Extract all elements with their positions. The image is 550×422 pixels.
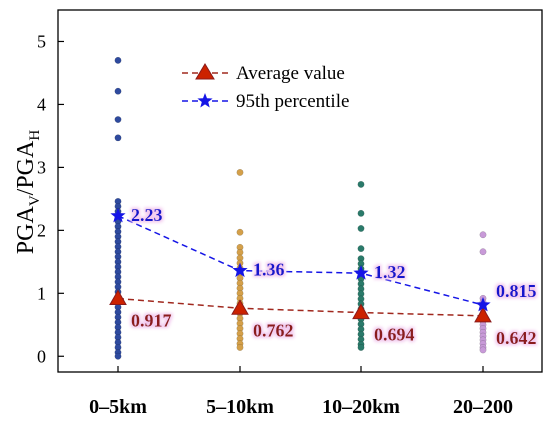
observation-point [357, 209, 365, 217]
y-axis-label-base: PGA [13, 206, 39, 255]
percentile-95-marker [110, 207, 126, 223]
average-value-label: 0.694 [374, 325, 415, 345]
average-value-line [117, 297, 484, 317]
percentile-95-label: 2.23 [131, 205, 163, 225]
observation-point [357, 180, 365, 188]
x-tick-label: 0–5km [89, 396, 147, 418]
legend-avg-triangle-icon [195, 63, 215, 80]
series-markers [109, 207, 492, 323]
average-value-marker [474, 306, 492, 323]
series-value-labels: 0.917 0.762 0.694 0.642 2.23 1.36 1.32 0.815 [131, 205, 537, 348]
x-tick-label: 20–200 [453, 396, 513, 418]
observation-point [114, 352, 122, 360]
percentile-95-marker [475, 296, 491, 312]
y-axis-label-separator: / [13, 188, 39, 195]
legend-avg-label: Average value [236, 63, 345, 84]
plot-frame [57, 9, 543, 373]
legend: Average value 95th percentile [182, 63, 349, 112]
x-tick-label: 10–20km [322, 396, 400, 418]
observation-point [114, 87, 122, 95]
percentile-95-line [117, 215, 484, 306]
y-tick-label: 2 [37, 220, 46, 240]
series-lines [117, 215, 484, 317]
observation-point [236, 228, 244, 236]
y-axis-label-sub-v: V [27, 195, 43, 206]
y-axis: 0 1 2 3 4 5 [37, 31, 64, 366]
percentile-95-marker [232, 262, 248, 278]
y-tick-label: 4 [37, 94, 46, 114]
observation-point [479, 231, 487, 239]
legend-p95-label: 95th percentile [236, 91, 349, 112]
average-value-marker [109, 289, 127, 306]
y-axis-label: PGAV/PGAH [13, 130, 43, 255]
observation-point [357, 225, 365, 232]
percentile-95-marker [353, 265, 369, 280]
average-value-label: 0.917 [131, 311, 172, 331]
percentile-95-label: 1.32 [374, 262, 406, 282]
percentile-95-label: 1.36 [253, 260, 285, 280]
observation-point [479, 248, 487, 256]
observation-point [357, 343, 365, 351]
y-axis-label-sub-h: H [27, 130, 43, 141]
observation-point [114, 56, 122, 64]
observation-point [114, 134, 122, 142]
y-tick-label: 3 [37, 157, 46, 177]
average-value-marker [231, 299, 249, 315]
y-tick-label: 0 [37, 346, 46, 366]
y-tick-label: 1 [37, 283, 46, 303]
observation-point [236, 343, 244, 351]
average-value-label: 0.762 [253, 320, 294, 340]
observation-point [479, 346, 487, 354]
average-value-label: 0.642 [496, 328, 537, 348]
y-axis-label-base2: PGA [13, 140, 39, 189]
y-tick-label: 5 [37, 31, 46, 51]
legend-p95-star-icon [197, 93, 213, 108]
average-value-marker [352, 303, 370, 320]
observation-point [357, 245, 365, 253]
x-axis: 0–5km 5–10km 10–20km 20–200 [89, 366, 513, 418]
observation-point [236, 168, 244, 176]
observation-point [114, 116, 122, 123]
percentile-95-label: 0.815 [496, 281, 537, 301]
x-tick-label: 5–10km [206, 396, 274, 418]
